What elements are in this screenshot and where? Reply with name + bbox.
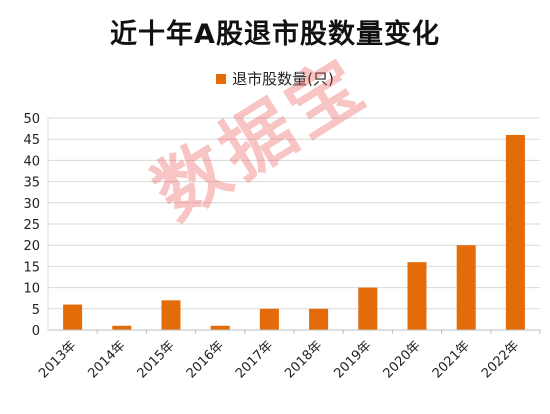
- x-tick-label-8: 2021年: [430, 338, 473, 381]
- y-tick-label-8: 40: [23, 154, 40, 169]
- y-tick-label-3: 15: [23, 260, 40, 275]
- x-tick-label-5: 2018年: [282, 338, 325, 381]
- bar-2018年: [309, 308, 329, 330]
- bar-2014年: [112, 325, 132, 330]
- bar-2019年: [358, 287, 378, 330]
- x-tick-label-3: 2016年: [184, 338, 227, 381]
- x-tick-label-7: 2020年: [381, 338, 424, 381]
- bar-2022年: [505, 134, 525, 330]
- x-tick-label-9: 2022年: [479, 338, 522, 381]
- x-tick-label-2: 2015年: [135, 338, 178, 381]
- bar-2016年: [210, 325, 230, 330]
- bar-2021年: [456, 245, 476, 330]
- y-tick-label-6: 30: [23, 197, 40, 212]
- bar-2013年: [63, 304, 83, 330]
- y-tick-label-0: 0: [32, 324, 40, 339]
- x-tick-label-1: 2014年: [85, 338, 128, 381]
- x-tick-label-4: 2017年: [233, 338, 276, 381]
- x-tick-label-6: 2019年: [331, 338, 374, 381]
- chart-legend: 退市股数量(只): [0, 68, 550, 89]
- bar-2017年: [259, 308, 279, 330]
- legend-label: 退市股数量(只): [232, 70, 334, 88]
- y-tick-label-1: 5: [32, 303, 40, 318]
- bar-2015年: [161, 300, 181, 330]
- y-tick-label-4: 20: [23, 239, 40, 254]
- y-tick-label-2: 10: [23, 282, 40, 297]
- bar-2020年: [407, 262, 427, 330]
- y-tick-label-9: 45: [23, 133, 40, 148]
- y-tick-label-5: 25: [23, 218, 40, 233]
- x-tick-label-0: 2013年: [36, 338, 79, 381]
- legend-swatch: [216, 73, 227, 84]
- y-tick-label-7: 35: [23, 176, 40, 191]
- y-tick-label-10: 50: [23, 112, 40, 127]
- chart-title: 近十年A股退市股数量变化: [110, 19, 440, 50]
